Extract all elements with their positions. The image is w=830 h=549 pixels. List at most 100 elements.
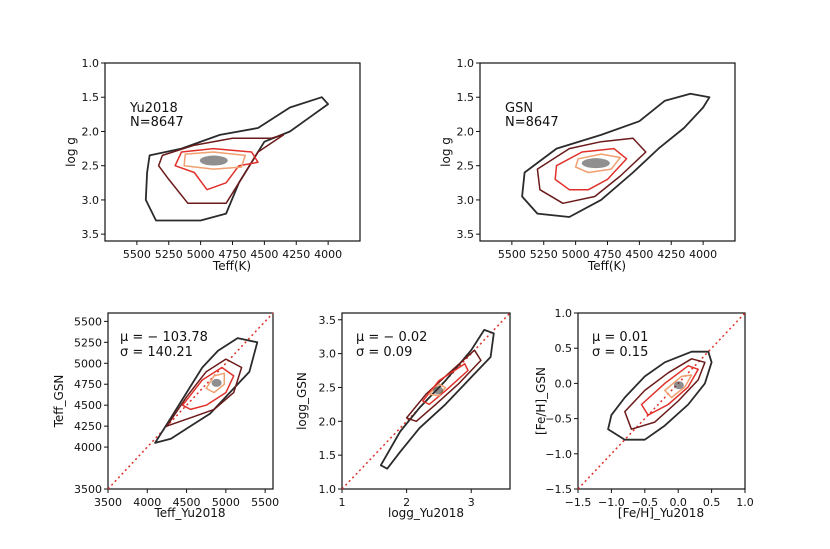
- y-tick-label: −1.5: [545, 483, 572, 496]
- x-tick-label: 4500: [173, 496, 201, 509]
- y-tick-label: 3.5: [319, 314, 337, 327]
- y-tick-label: 3.5: [457, 228, 475, 241]
- x-tick-label: 4500: [250, 248, 278, 261]
- density-core: [673, 381, 684, 390]
- x-tick-label: −0.5: [631, 496, 658, 509]
- y-tick-label: 1.5: [319, 449, 337, 462]
- x-tick-label: 0.5: [703, 496, 721, 509]
- contour-mid: [157, 134, 285, 205]
- contour-core: [664, 374, 693, 399]
- ylabel-teff-cmp: Teff_GSN: [52, 375, 66, 429]
- y-tick-label: 4000: [74, 441, 102, 454]
- plot-frame-feh-cmp: [577, 312, 746, 490]
- y-tick-label: 1.0: [82, 57, 100, 70]
- x-tick-label: 4000: [133, 496, 161, 509]
- x-tick-label: 4250: [657, 248, 685, 261]
- x-tick-label: 4750: [219, 248, 247, 261]
- y-tick-label: 0.0: [555, 377, 573, 390]
- contour-outer: [607, 350, 713, 441]
- contour-inner: [174, 147, 259, 191]
- x-tick-label: −1.0: [598, 496, 625, 509]
- ticks-logg-cmp: 1 2 3 1.0 1.5 2.0 2.5 3.0 3.5: [319, 314, 475, 509]
- ylabel-hr-yu: log g: [64, 137, 78, 167]
- annotation-line-1: μ = 0.01: [592, 330, 648, 345]
- panel-teff-cmp: 3500 4000 4500 5000 5500 3500 4000 4250 4500 4750…: [52, 312, 279, 520]
- y-tick-label: 2.5: [82, 160, 100, 173]
- x-tick-label: 5000: [212, 496, 240, 509]
- y-tick-label: 3.5: [82, 228, 100, 241]
- y-tick-label: 5500: [74, 315, 102, 328]
- x-tick-label: 4500: [625, 248, 653, 261]
- x-tick-label: 5500: [123, 248, 151, 261]
- one-to-one-line: [107, 312, 274, 490]
- contours-logg-cmp: [341, 312, 511, 490]
- contour-inner: [640, 365, 699, 416]
- x-tick-label: −1.5: [565, 496, 592, 509]
- annotation-line-2: σ = 140.21: [120, 345, 193, 360]
- annotation-line-1: μ = − 103.78: [120, 330, 208, 345]
- density-core: [199, 155, 228, 166]
- y-tick-label: 2.0: [457, 125, 475, 138]
- y-tick-label: 3.0: [319, 348, 337, 361]
- x-tick-label: 5250: [530, 248, 558, 261]
- density-core: [211, 378, 222, 387]
- plot-frame-logg-cmp: [341, 312, 511, 490]
- x-tick-label: 5500: [498, 248, 526, 261]
- x-tick-label: 4750: [594, 248, 622, 261]
- panel-feh-cmp: −1.5 −1.0 −0.5 0.0 0.5 1.0 −1.5 −1.0 −0.5 0.0 0.5 1…: [534, 307, 754, 520]
- x-tick-label: 4250: [282, 248, 310, 261]
- density-core: [433, 386, 444, 395]
- ticks-feh-cmp: −1.5 −1.0 −0.5 0.0 0.5 1.0 −1.5 −1.0 −0.5 0.0 0.5 1…: [545, 307, 753, 509]
- y-tick-label: 1.5: [82, 91, 100, 104]
- y-tick-label: 1.0: [457, 57, 475, 70]
- xlabel-feh-cmp: [Fe/H]_Yu2018: [618, 506, 704, 520]
- x-tick-label: 1: [339, 496, 346, 509]
- x-tick-label: 1.0: [736, 496, 754, 509]
- annotation-line-1: Yu2018: [129, 101, 178, 116]
- y-tick-label: 2.5: [319, 381, 337, 394]
- contour-mid: [166, 358, 243, 427]
- xlabel-teff-cmp: Teff_Yu2018: [153, 506, 225, 520]
- x-tick-label: 5250: [155, 248, 183, 261]
- y-tick-label: 5250: [74, 336, 102, 349]
- y-tick-label: 4750: [74, 378, 102, 391]
- y-tick-label: 4250: [74, 420, 102, 433]
- plot-frame-hr-gsn: [479, 62, 736, 242]
- annotation-line-2: N=8647: [505, 115, 559, 130]
- y-tick-label: 2.0: [319, 415, 337, 428]
- ticks-hr-yu: 5500 5250 5000 4750 4500 4250 4000 1.0 1.5 2.0 2.5…: [82, 57, 343, 261]
- contour-mid: [536, 137, 647, 205]
- x-tick-label: 3500: [94, 496, 122, 509]
- panel-logg-cmp: 1 2 3 1.0 1.5 2.0 2.5 3.0 3.5 logg_Yu2018 logg_G…: [295, 312, 511, 520]
- xlabel-hr-yu: Teff(K): [212, 259, 251, 273]
- contours-hr-gsn: [521, 92, 711, 218]
- annotation-line-1: GSN: [505, 101, 533, 116]
- x-tick-label: 5000: [187, 248, 215, 261]
- y-tick-label: 4500: [74, 399, 102, 412]
- contours-teff-cmp: [107, 312, 274, 490]
- plot-frame-teff-cmp: [107, 312, 274, 490]
- ticks-hr-gsn: 5500 5250 5000 4750 4500 4250 4000 1.0 1.5 2.0 2.5…: [457, 57, 718, 261]
- y-tick-label: 5000: [74, 357, 102, 370]
- x-tick-label: 0.0: [669, 496, 687, 509]
- y-tick-label: 2.5: [457, 160, 475, 173]
- y-tick-label: 2.0: [82, 125, 100, 138]
- ylabel-logg-cmp: logg_GSN: [295, 372, 309, 430]
- ticks-teff-cmp: 3500 4000 4500 5000 5500 3500 4000 4250 4500 4750…: [74, 315, 279, 509]
- x-tick-label: 4000: [314, 248, 342, 261]
- x-tick-label: 4000: [689, 248, 717, 261]
- xlabel-logg-cmp: logg_Yu2018: [388, 506, 464, 520]
- contour-outer: [379, 328, 495, 470]
- ylabel-feh-cmp: [Fe/H]_GSN: [534, 367, 548, 435]
- y-tick-label: 0.5: [555, 342, 573, 355]
- x-tick-label: 5500: [251, 496, 279, 509]
- contour-outer: [154, 337, 259, 444]
- y-tick-label: 1.0: [319, 483, 337, 496]
- contours-feh-cmp: [577, 312, 746, 490]
- annotation-line-1: μ = − 0.02: [356, 330, 427, 345]
- panel-hr-yu: 5500 5250 5000 4750 4500 4250 4000 1.0 1.5 2.0 2.5…: [64, 57, 361, 273]
- annotation-line-2: σ = 0.09: [356, 345, 412, 360]
- xlabel-hr-gsn: Teff(K): [587, 259, 626, 273]
- contour-inner: [554, 147, 628, 191]
